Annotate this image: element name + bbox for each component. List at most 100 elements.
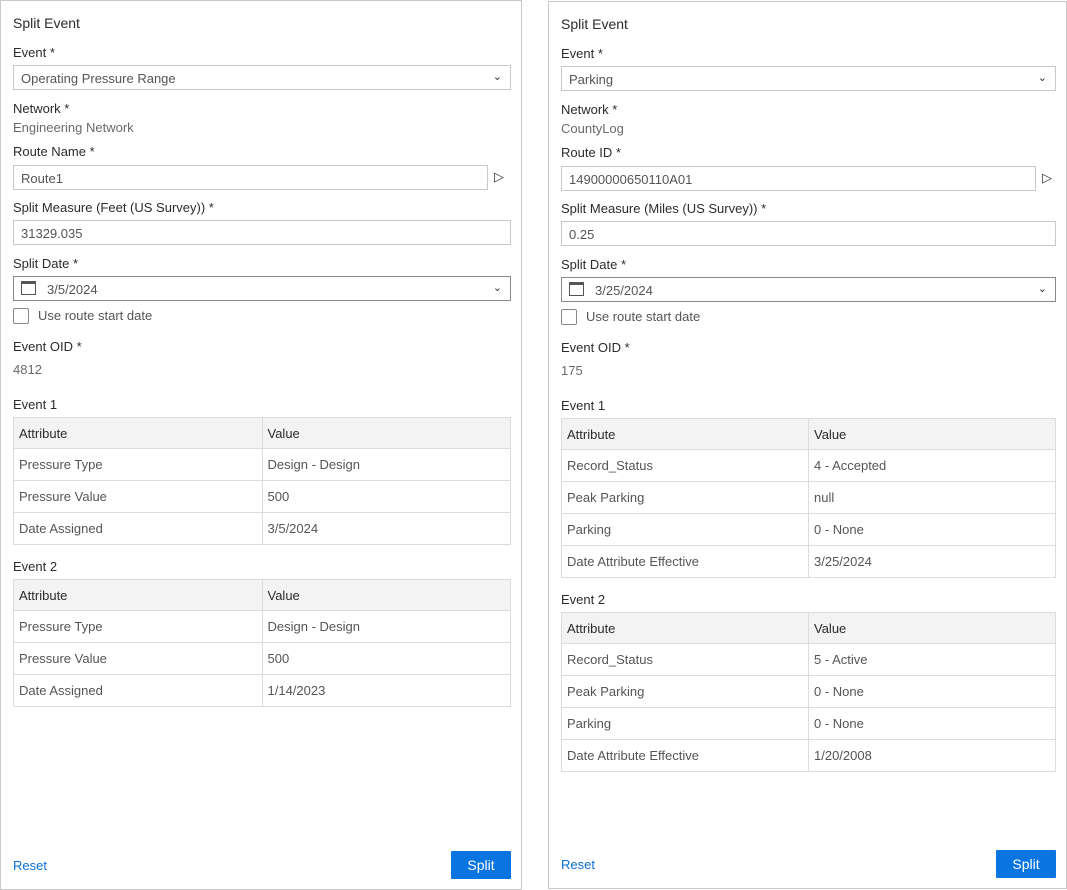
split-measure-input[interactable]: 31329.035: [13, 220, 511, 245]
event1-table: Attribute Value Record_Status 4 - Accepted P…: [561, 418, 1056, 578]
column-header: Value: [261, 579, 511, 611]
split-date-label: Split Date *: [13, 256, 79, 271]
split-button[interactable]: Split: [996, 850, 1056, 878]
table-cell: Pressure Type: [13, 448, 263, 481]
table-cell: 0 - None: [808, 675, 1056, 708]
table-cell: Parking: [561, 513, 809, 546]
route-input[interactable]: 14900000650110A01: [561, 166, 1036, 191]
event-oid-label: Event OID *: [13, 339, 82, 354]
event1-table: Attribute Value Pressure Type Design - Desi…: [13, 417, 511, 545]
table-cell: 3/25/2024: [808, 545, 1056, 578]
network-label: Network *: [561, 102, 618, 117]
use-route-start-date-checkbox[interactable]: [561, 309, 577, 325]
event-select[interactable]: Parking ⌄: [561, 66, 1056, 91]
split-event-panel: Split Event Event * Operating Pressure R…: [0, 0, 522, 890]
table-row: Parking 0 - None: [561, 707, 1056, 740]
table-cell: 500: [261, 480, 511, 513]
column-header: Attribute: [13, 417, 263, 449]
reset-link[interactable]: Reset: [561, 857, 595, 872]
network-value: CountyLog: [561, 121, 624, 136]
checkbox-label: Use route start date: [586, 309, 701, 324]
event-label: Event *: [561, 46, 603, 61]
table-cell: Design - Design: [261, 448, 511, 481]
route-label: Route Name *: [13, 144, 95, 159]
reset-link[interactable]: Reset: [13, 858, 47, 873]
split-date-label: Split Date *: [561, 257, 627, 272]
table-row: Date Assigned 3/5/2024: [13, 512, 511, 545]
chevron-down-icon: ⌄: [1037, 72, 1047, 84]
split-date-value: 3/5/2024: [47, 282, 98, 297]
table-row: Date Attribute Effective 1/20/2008: [561, 739, 1056, 772]
split-date-picker[interactable]: 3/25/2024 ⌄: [561, 277, 1056, 302]
table-cell: 500: [261, 642, 511, 675]
table-cell: Peak Parking: [561, 481, 809, 514]
column-header: Value: [261, 417, 511, 449]
checkbox-label: Use route start date: [38, 308, 153, 323]
chevron-down-icon: ⌄: [1037, 283, 1047, 295]
column-header: Value: [808, 418, 1056, 450]
table-cell: Date Attribute Effective: [561, 545, 809, 578]
event2-title: Event 2: [13, 559, 58, 574]
table-cell: Date Assigned: [13, 674, 263, 707]
table-row: Record_Status 5 - Active: [561, 643, 1056, 676]
split-event-panel: Split Event Event * Parking ⌄ Network * C…: [548, 1, 1067, 889]
table-cell: Pressure Type: [13, 610, 263, 643]
table-cell: 0 - None: [808, 707, 1056, 740]
event2-table: Attribute Value Pressure Type Design - Desi…: [13, 579, 511, 707]
event-select[interactable]: Operating Pressure Range ⌄: [13, 65, 511, 90]
table-cell: Date Assigned: [13, 512, 263, 545]
split-date-value: 3/25/2024: [595, 283, 653, 298]
table-cell: Parking: [561, 707, 809, 740]
table-cell: 5 - Active: [808, 643, 1056, 676]
table-cell: Record_Status: [561, 449, 809, 482]
use-route-start-date-checkbox[interactable]: [13, 308, 29, 324]
event2-title: Event 2: [561, 592, 606, 607]
table-cell: Peak Parking: [561, 675, 809, 708]
table-cell: Design - Design: [261, 610, 511, 643]
route-input[interactable]: Route1: [13, 165, 488, 190]
table-cell: Date Attribute Effective: [561, 739, 809, 772]
table-cell: Pressure Value: [13, 480, 263, 513]
table-cell: 3/5/2024: [261, 512, 511, 545]
table-header: Attribute Value: [13, 579, 511, 611]
split-button[interactable]: Split: [451, 851, 511, 879]
table-cell: 4 - Accepted: [808, 449, 1056, 482]
event1-title: Event 1: [13, 397, 58, 412]
event-label: Event *: [13, 45, 55, 60]
event-select-value: Parking: [569, 72, 614, 87]
event2-table: Attribute Value Record_Status 5 - Active Pea…: [561, 612, 1056, 772]
table-row: Peak Parking null: [561, 481, 1056, 514]
table-cell: 0 - None: [808, 513, 1056, 546]
event1-title: Event 1: [561, 398, 606, 413]
panel-title: Split Event: [13, 15, 80, 31]
table-header: Attribute Value: [561, 612, 1056, 644]
calendar-icon: [569, 282, 584, 296]
split-measure-input[interactable]: 0.25: [561, 221, 1056, 246]
network-value: Engineering Network: [13, 120, 134, 135]
route-label: Route ID *: [561, 145, 621, 160]
split-measure-label: Split Measure (Miles (US Survey)) *: [561, 201, 767, 216]
select-route-cursor-icon[interactable]: ▷: [494, 169, 504, 184]
split-date-picker[interactable]: 3/5/2024 ⌄: [13, 276, 511, 301]
calendar-icon: [21, 281, 36, 295]
event-select-value: Operating Pressure Range: [21, 71, 176, 86]
table-row: Pressure Value 500: [13, 642, 511, 675]
column-header: Attribute: [561, 418, 809, 450]
table-cell: null: [808, 481, 1056, 514]
table-row: Record_Status 4 - Accepted: [561, 449, 1056, 482]
table-row: Peak Parking 0 - None: [561, 675, 1056, 708]
split-measure-label: Split Measure (Feet (US Survey)) *: [13, 200, 214, 215]
table-row: Pressure Type Design - Design: [13, 610, 511, 643]
table-cell: Record_Status: [561, 643, 809, 676]
event-oid-value: 175: [561, 363, 583, 378]
select-route-cursor-icon[interactable]: ▷: [1042, 170, 1052, 185]
event-oid-label: Event OID *: [561, 340, 630, 355]
panel-title: Split Event: [561, 16, 628, 32]
event-oid-value: 4812: [13, 362, 42, 377]
chevron-down-icon: ⌄: [492, 71, 502, 83]
chevron-down-icon: ⌄: [492, 282, 502, 294]
table-header: Attribute Value: [561, 418, 1056, 450]
network-label: Network *: [13, 101, 70, 116]
table-row: Pressure Type Design - Design: [13, 448, 511, 481]
table-row: Pressure Value 500: [13, 480, 511, 513]
